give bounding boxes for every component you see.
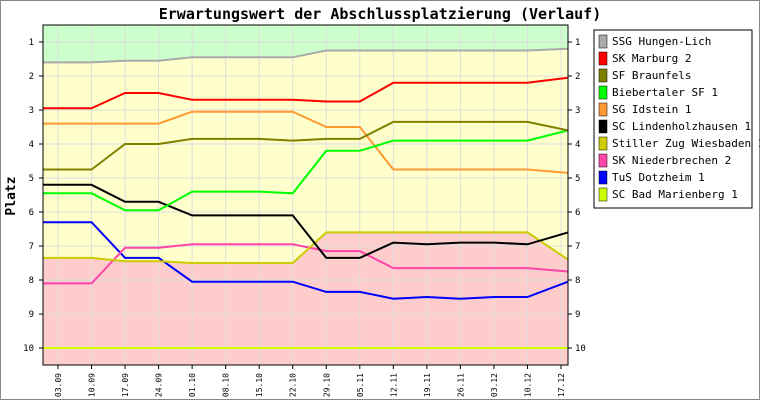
x-tick-label: 03.09	[54, 373, 63, 397]
x-tick-label: 17.12	[557, 373, 566, 397]
x-tick-label: 08.10	[222, 373, 231, 397]
chart-title: Erwartungswert der Abschlussplatzierung …	[159, 5, 602, 23]
legend-swatch	[598, 119, 608, 134]
legend-swatch	[598, 68, 608, 83]
zone-band-0	[43, 25, 568, 63]
legend-label: SC Lindenholzhausen 1	[612, 120, 751, 133]
y-tick-label: 6	[575, 208, 580, 218]
legend-label: SG Idstein 1	[612, 103, 691, 116]
legend-label: SC Bad Marienberg 1	[612, 188, 738, 201]
series-line-tus-dotzheim-1	[43, 221, 569, 300]
legend-swatch	[598, 34, 608, 49]
y-tick-label: 8	[29, 276, 34, 286]
y-tick-label: 1	[29, 38, 34, 48]
x-tick-label: 03.12	[490, 373, 499, 397]
y-axis-label: Platz	[4, 176, 19, 215]
series-layer	[43, 47, 569, 349]
x-tick-label: 15.10	[255, 373, 264, 397]
series-line-stiller-zug-wiesbaden-1	[43, 231, 569, 264]
y-tick-label: 10	[575, 344, 586, 354]
legend-label: SK Marburg 2	[612, 52, 691, 65]
x-tick-label: 05.11	[356, 373, 365, 397]
series-line-sg-idstein-1	[43, 110, 569, 174]
series-line-biebertaler-sf-1	[43, 129, 569, 212]
zone-band-2	[43, 232, 568, 365]
legend-swatch	[598, 51, 608, 66]
y-tick-label: 7	[29, 242, 34, 252]
x-tick-label: 10.09	[88, 373, 97, 397]
series-line-ssg-hungen-lich	[43, 47, 569, 64]
series-line-sf-braunfels	[43, 120, 569, 171]
y-tick-label: 1	[575, 38, 580, 48]
y-tick-label: 8	[575, 276, 580, 286]
legend-swatch	[598, 187, 608, 202]
x-tick-label: 22.10	[289, 373, 298, 397]
y-axis-right: 1 2 3 4 5 6 7 8 9 10	[568, 38, 586, 354]
zone-band-1	[43, 48, 568, 263]
legend-label: TuS Dotzheim 1	[612, 171, 705, 184]
y-tick-label: 4	[575, 140, 580, 150]
legend-swatch	[598, 85, 608, 100]
y-tick-label: 9	[29, 310, 34, 320]
legend-label: SK Niederbrechen 2	[612, 154, 731, 167]
x-tick-label: 17.09	[121, 373, 130, 397]
y-tick-label: 2	[575, 72, 580, 82]
legend-swatch	[598, 153, 608, 168]
y-tick-label: 5	[29, 174, 34, 184]
legend-swatch	[598, 170, 608, 185]
y-tick-label: 6	[29, 208, 34, 218]
y-tick-label: 3	[575, 106, 580, 116]
x-tick-label: 12.11	[389, 373, 398, 397]
y-tick-label: 4	[29, 140, 34, 150]
x-tick-label: 29.10	[322, 373, 331, 397]
y-tick-label: 7	[575, 242, 580, 252]
y-tick-label: 5	[575, 174, 580, 184]
x-tick-label: 19.11	[423, 373, 432, 397]
y-tick-label: 9	[575, 310, 580, 320]
legend-label: SSG Hungen-Lich	[612, 35, 711, 48]
series-line-sc-lindenholzhausen-1	[43, 183, 569, 259]
legend-label: Biebertaler SF 1	[612, 86, 718, 99]
legend-swatch	[598, 136, 608, 151]
x-tick-label: 24.09	[155, 373, 164, 397]
x-tick-label: 01.10	[188, 373, 197, 397]
series-line-sk-marburg-2	[43, 76, 569, 110]
legend-swatch	[598, 102, 608, 117]
legend-label: Stiller Zug Wiesbaden 1	[612, 137, 760, 150]
legend-label: SF Braunfels	[612, 69, 691, 82]
zone-layer	[43, 25, 568, 365]
x-tick-label: 10.12	[523, 373, 532, 397]
y-tick-label: 2	[29, 72, 34, 82]
plot-border	[42, 24, 569, 366]
y-tick-label: 10	[23, 344, 34, 354]
x-tick-label: 26.11	[456, 373, 465, 397]
legend: SSG Hungen-Lich SK Marburg 2 SF Braunfels B…	[593, 29, 760, 209]
x-axis: 03.09 10.09 17.09 24.09 01.10 08.10 15.10 22.10…	[54, 365, 566, 397]
legend-box	[593, 29, 753, 209]
y-axis-left: 1 2 3 4 5 6 7 8 9 10	[23, 38, 43, 354]
y-tick-label: 3	[29, 106, 34, 116]
